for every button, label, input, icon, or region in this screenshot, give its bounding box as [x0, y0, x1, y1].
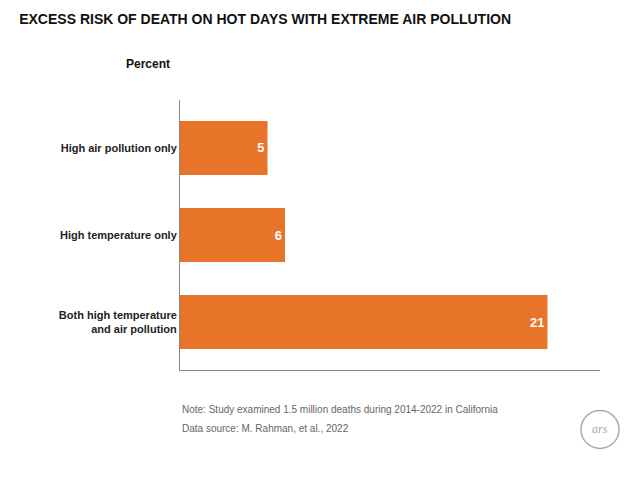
- svg-text:Note: Study examined 1.5 milli: Note: Study examined 1.5 million deaths …: [182, 404, 498, 415]
- svg-text:High temperature only: High temperature only: [60, 229, 178, 241]
- svg-text:High air pollution only: High air pollution only: [61, 142, 178, 154]
- svg-text:ars: ars: [592, 422, 608, 436]
- svg-text:Percent: Percent: [126, 57, 170, 71]
- svg-text:6: 6: [275, 228, 282, 243]
- svg-text:Data source: M. Rahman, et al.: Data source: M. Rahman, et al., 2022: [182, 423, 349, 434]
- svg-text:Both high temperatureand air p: Both high temperatureand air pollution: [59, 309, 177, 335]
- svg-text:21: 21: [530, 315, 544, 330]
- svg-text:EXCESS RISK OF DEATH ON HOT DA: EXCESS RISK OF DEATH ON HOT DAYS WITH EX…: [19, 11, 511, 27]
- svg-text:5: 5: [257, 140, 264, 155]
